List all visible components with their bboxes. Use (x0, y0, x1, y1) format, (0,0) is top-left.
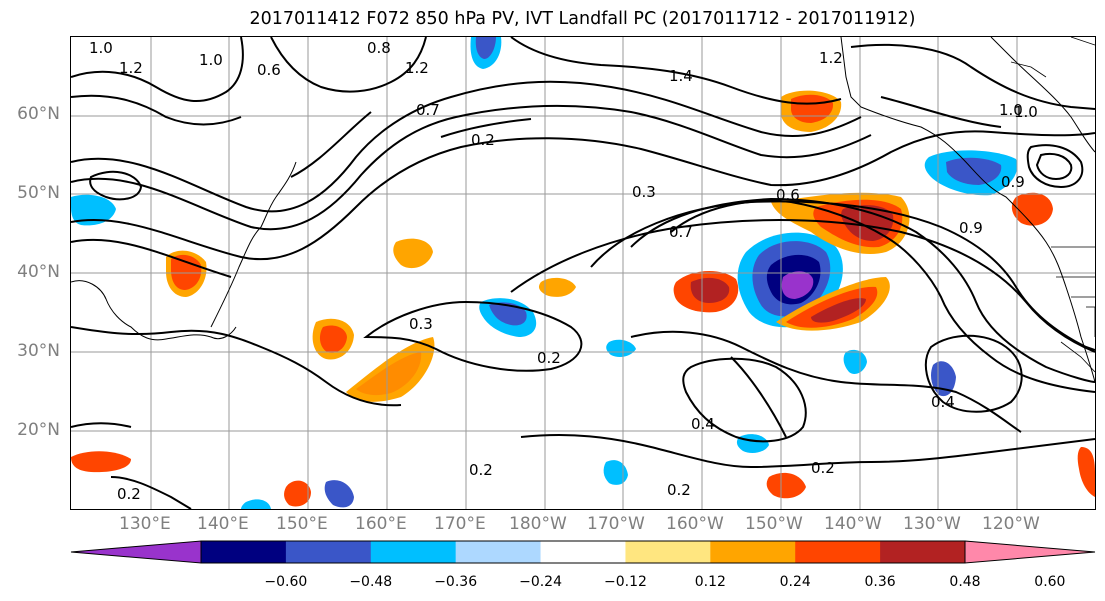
colorbar-tick-label: −0.48 (349, 574, 393, 590)
colorbar-tick-label: −0.36 (434, 574, 478, 590)
negative-anomaly-cell (736, 434, 769, 453)
colorbar-tick-label: 0.48 (949, 574, 981, 590)
contour-label: 0.2 (537, 349, 561, 367)
colorbar-cell (285, 541, 372, 563)
lon-label: 130°E (119, 514, 171, 534)
positive-anomaly-cell (1077, 447, 1095, 497)
positive-anomaly-cell (841, 205, 894, 241)
contour-labels: 1.0 1.2 1.0 0.6 0.8 1.2 0.7 0.2 1.2 1.4 … (89, 39, 1038, 503)
colorbar-cell (540, 541, 626, 563)
positive-anomaly-cell (766, 472, 806, 499)
colorbar-tick-label: −0.12 (603, 574, 647, 590)
contour-label: 0.2 (667, 481, 691, 499)
negative-anomaly-cell (71, 194, 116, 226)
colorbar-cell (370, 541, 457, 563)
positive-anomaly-cell (319, 325, 347, 353)
lon-label: 130°W (903, 514, 961, 534)
contour-label: 0.3 (409, 315, 433, 333)
lon-label: 180°W (509, 514, 567, 534)
colorbar-cell (710, 541, 796, 563)
positive-anomaly-cell (811, 298, 866, 323)
negative-anomaly-cell (489, 302, 527, 326)
lat-label: 30°N (17, 341, 60, 361)
contour-label: 0.7 (416, 101, 440, 119)
colorbar-tick-label: 0.12 (694, 574, 726, 590)
negative-anomaly-cell (606, 339, 636, 357)
colorbar (70, 540, 1096, 564)
gridlines (71, 37, 1095, 509)
colorbar-tick-label: −0.24 (519, 574, 562, 590)
lon-label: 150°E (276, 514, 328, 534)
positive-anomaly-cell (71, 451, 131, 473)
lon-label: 170°E (434, 514, 486, 534)
contour-label: 1.2 (819, 49, 843, 67)
negative-anomaly-cell (843, 349, 867, 374)
contour-label: 1.4 (669, 67, 693, 85)
colorbar-outline (200, 540, 966, 564)
positive-anomaly-cell (538, 277, 576, 297)
positive-anomaly-cell (1011, 192, 1053, 226)
colorbar-cells (70, 540, 1096, 564)
contour-label: 1.0 (89, 39, 113, 57)
colorbar-tick-label: 0.24 (779, 574, 811, 590)
contour-label: 0.2 (117, 485, 141, 503)
lat-label: 20°N (17, 420, 60, 440)
contour-label: 1.2 (405, 59, 429, 77)
contour-label: 0.7 (669, 223, 693, 241)
lon-label: 140°E (197, 514, 249, 534)
contour-label: 0.8 (367, 39, 391, 57)
map-svg: 1.0 1.2 1.0 0.6 0.8 1.2 0.7 0.2 1.2 1.4 … (71, 37, 1095, 509)
colorbar-tick-label: 0.60 (1034, 574, 1066, 590)
contour-label: 0.9 (1001, 173, 1025, 191)
colorbar-tick-label: 0.36 (864, 574, 896, 590)
negative-anomaly-cell (946, 157, 1002, 185)
contour-label: 0.2 (469, 461, 493, 479)
colorbar-cell (455, 541, 542, 563)
coastlines (71, 37, 1095, 383)
lon-label: 140°W (824, 514, 882, 534)
lon-label: 170°W (587, 514, 645, 534)
positive-anomaly-cell (356, 352, 422, 396)
colorbar-cell (795, 541, 881, 563)
colorbar-tick-label: −0.60 (264, 574, 308, 590)
contour-label: 1.0 (199, 51, 223, 69)
contour-label: 1.0 (1014, 103, 1038, 121)
negative-anomaly-cell (475, 37, 496, 59)
contour-label: 1.0 (999, 101, 1023, 119)
colorbar-extend-max (964, 540, 1096, 564)
colorbar-cell (201, 541, 287, 563)
lon-label: 120°W (982, 514, 1040, 534)
contour-label: 0.2 (811, 459, 835, 477)
positive-anomaly-cell (284, 480, 311, 507)
positive-anomaly-cell (393, 238, 433, 269)
positive-anomaly-cell (690, 277, 730, 303)
map-panel: 1.0 1.2 1.0 0.6 0.8 1.2 0.7 0.2 1.2 1.4 … (70, 36, 1096, 510)
negative-anomaly-cell (781, 271, 814, 299)
contour-label: 1.2 (119, 59, 143, 77)
colorbar-extend-min (70, 540, 202, 564)
contour-label: 0.3 (632, 183, 656, 201)
contour-label: 0.4 (691, 415, 715, 433)
chart-title: 2017011412 F072 850 hPa PV, IVT Landfall… (249, 9, 916, 29)
lon-label: 150°W (745, 514, 803, 534)
contour-label: 0.2 (471, 131, 495, 149)
colorbar-cell (625, 541, 711, 563)
contour-label: 0.4 (931, 393, 955, 411)
lon-label: 160°W (666, 514, 724, 534)
pv-contours (71, 37, 1095, 509)
lon-label: 160°E (355, 514, 407, 534)
lat-label: 40°N (17, 262, 60, 282)
negative-anomaly-cell (241, 499, 271, 509)
negative-anomaly-cell (603, 460, 628, 485)
colorbar-cell (880, 541, 966, 563)
contour-label: 0.6 (257, 61, 281, 79)
lat-label: 60°N (17, 104, 60, 124)
contour-label: 0.6 (776, 186, 800, 204)
contour-label: 0.9 (959, 219, 983, 237)
negative-anomaly-cell (324, 480, 354, 508)
lat-label: 50°N (17, 183, 60, 203)
